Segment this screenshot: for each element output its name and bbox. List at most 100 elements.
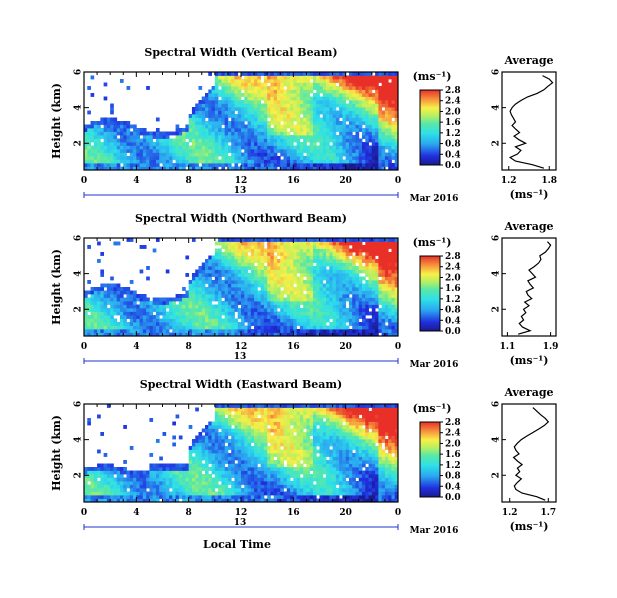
heatmap-cell [345, 96, 350, 101]
heatmap-cell [208, 269, 212, 274]
heatmap-cell [250, 245, 255, 249]
heatmap-cell [234, 156, 239, 160]
heatmap-cell [172, 491, 176, 496]
heatmap-cell [84, 474, 88, 478]
heatmap-cell [342, 269, 347, 274]
heatmap-cell [198, 442, 203, 447]
heatmap-cell [371, 79, 376, 83]
heatmap-cell [299, 322, 304, 326]
heatmap-cell [234, 308, 239, 312]
heatmap-cell [162, 135, 167, 139]
heatmap-cell [139, 308, 144, 312]
heatmap-cell [306, 248, 311, 253]
heatmap-cell [178, 463, 183, 468]
heatmap-cell [241, 124, 245, 129]
heatmap-cell [358, 149, 363, 153]
heatmap-cell [159, 145, 163, 150]
heatmap-cell [339, 322, 343, 326]
heatmap-cell [247, 290, 252, 295]
heatmap-cell [116, 304, 121, 309]
heatmap-cell [247, 276, 252, 281]
heatmap-cell [241, 332, 245, 336]
heatmap-cell [188, 297, 193, 302]
heatmap-cell [214, 407, 219, 412]
heatmap-cell [381, 128, 386, 132]
heatmap-cell [162, 470, 167, 475]
heatmap-cell [126, 131, 131, 136]
heatmap-cell [254, 107, 258, 111]
heatmap-cell [362, 297, 366, 302]
heatmap-cell [221, 463, 226, 468]
heatmap-cell [348, 166, 353, 170]
heatmap-cell [332, 248, 337, 253]
heatmap-cell [195, 467, 199, 471]
heatmap-cell [267, 287, 271, 291]
heatmap-cell [198, 488, 203, 492]
heatmap-cell [231, 280, 235, 284]
heatmap-cell [322, 72, 327, 76]
heatmap-cell [119, 495, 124, 499]
heatmap-cell [136, 484, 140, 489]
heatmap-cell [276, 103, 281, 108]
heatmap-cell [218, 460, 222, 464]
heatmap-cell [211, 481, 216, 485]
heatmap-cell [185, 322, 190, 326]
colorbar-tick-label: 2.0 [445, 273, 461, 283]
heatmap-cell [146, 495, 150, 499]
heatmap-cell [149, 131, 154, 136]
heatmap-cell [178, 166, 183, 170]
heatmap-cell [214, 79, 219, 83]
heatmap-cell [326, 276, 330, 281]
heatmap-cell [205, 266, 209, 270]
heatmap-cell [119, 149, 124, 153]
heatmap-cell [306, 89, 311, 94]
heatmap-cell [322, 163, 327, 167]
heatmap-cell [221, 439, 226, 443]
colorbar-tick-label: 2.4 [445, 263, 461, 273]
heatmap-cell [322, 114, 327, 118]
heatmap-cell [227, 131, 232, 136]
heatmap-cell [214, 467, 219, 471]
heatmap-cell [365, 121, 369, 125]
heatmap-cell [152, 152, 157, 157]
heatmap-cell [270, 135, 275, 139]
heatmap-cell [388, 329, 392, 333]
heatmap-cell [286, 315, 291, 319]
heatmap-cell [332, 252, 337, 256]
heatmap-cell [142, 166, 147, 170]
heatmap-cell [368, 152, 373, 157]
heatmap-cell [362, 269, 366, 274]
heatmap-cell [146, 311, 150, 316]
heatmap-cell [371, 315, 376, 319]
heatmap-cell [208, 467, 212, 471]
heatmap-cell [93, 488, 98, 492]
heatmap-cell [165, 297, 170, 302]
heatmap-cell [247, 156, 252, 160]
heatmap-cell [231, 75, 235, 80]
heatmap-cell [394, 315, 398, 319]
heatmap-cell [362, 304, 366, 309]
heatmap-cell [348, 86, 353, 90]
x-tick-label: 16 [287, 342, 300, 352]
heatmap-cell [326, 269, 330, 274]
heatmap-cell [231, 287, 235, 291]
heatmap-cell [244, 79, 248, 83]
heatmap-cell [172, 435, 176, 440]
heatmap-cell [227, 407, 232, 412]
heatmap-cell [218, 259, 222, 263]
heatmap-cell [119, 152, 124, 157]
heatmap-cell [155, 135, 160, 139]
heatmap-cell [365, 149, 369, 153]
heatmap-cell [129, 491, 134, 496]
heatmap-cell [332, 93, 337, 97]
heatmap-cell [106, 287, 111, 291]
heatmap-cell [146, 149, 150, 153]
heatmap-cell [87, 488, 91, 492]
heatmap-cell [195, 329, 199, 333]
heatmap-cell [388, 114, 392, 118]
heatmap-cell [159, 156, 163, 160]
heatmap-cell [234, 283, 239, 288]
heatmap-cell [191, 152, 196, 157]
heatmap-cell [139, 322, 144, 326]
heatmap-cell [142, 156, 147, 160]
